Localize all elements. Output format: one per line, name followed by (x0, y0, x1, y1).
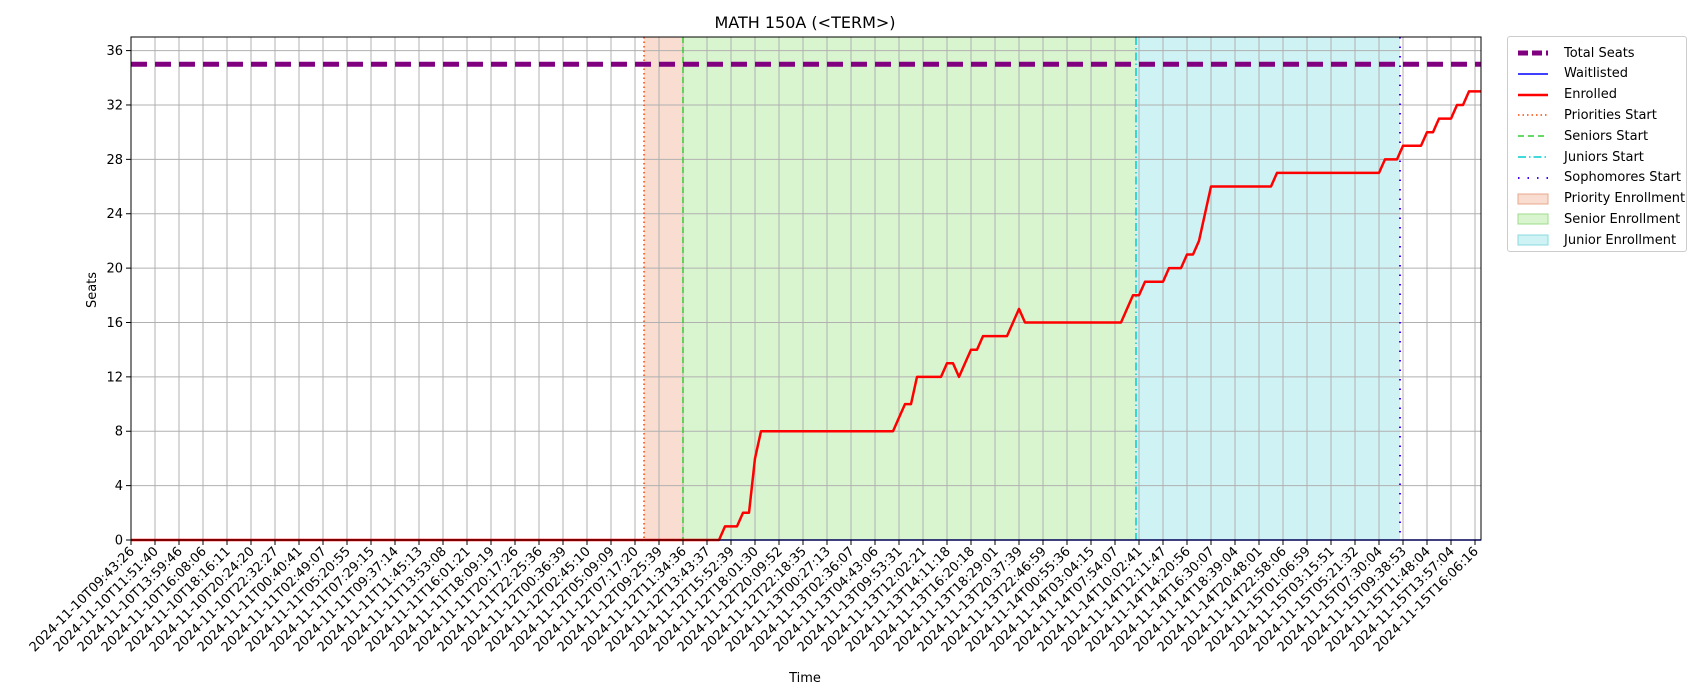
series-enrolled (131, 90, 1481, 542)
y-tick-label: 12 (106, 370, 123, 385)
enrollment-spans (644, 37, 1400, 540)
legend-label: Enrolled (1564, 87, 1617, 103)
legend-swatch (1517, 193, 1549, 205)
y-tick-label: 4 (115, 479, 123, 494)
legend-label: Priority Enrollment (1564, 191, 1686, 207)
legend-swatch (1517, 234, 1549, 246)
grid (130, 37, 1481, 541)
legend-swatch (1518, 73, 1548, 75)
plot-frame (130, 36, 1482, 541)
legend-item: Total Seats (1516, 43, 1686, 63)
legend-patch (1517, 213, 1549, 225)
legend-item: Sophomores Start (1516, 168, 1686, 188)
legend-item: Junior Enrollment (1516, 230, 1686, 250)
y-axis-label: Seats (85, 272, 100, 308)
legend-label: Sophomores Start (1564, 170, 1681, 186)
legend-item: Waitlisted (1516, 64, 1686, 84)
legend-item: Enrolled (1516, 85, 1686, 105)
legend-patch (1517, 234, 1549, 246)
span-senior-enrollment (683, 37, 1136, 540)
legend-swatch (1518, 114, 1548, 117)
y-tick-label: 32 (106, 98, 123, 113)
y-tick-label: 28 (106, 153, 123, 168)
y-tick-label: 24 (106, 207, 123, 222)
legend-label: Waitlisted (1564, 66, 1629, 82)
y-tick-label: 36 (106, 44, 123, 59)
y-tick-label: 0 (115, 534, 123, 549)
x-axis-label: Time (788, 671, 821, 686)
legend-swatch (1517, 213, 1549, 225)
legend-label: Seniors Start (1564, 128, 1649, 144)
legend-swatch (1518, 50, 1548, 56)
legend-swatch (1518, 156, 1548, 158)
chart-title: MATH 150A (<TERM>) (714, 13, 895, 32)
legend-label: Priorities Start (1564, 107, 1657, 123)
legend-item: Priority Enrollment (1516, 189, 1686, 209)
legend-label: Juniors Start (1564, 149, 1644, 165)
phase-lines (643, 37, 1401, 540)
legend-item: Seniors Start (1516, 126, 1686, 146)
legend-item: Senior Enrollment (1516, 209, 1686, 229)
legend: Total Seats Waitlisted Enrolled Priorities … (1507, 36, 1687, 252)
y-tick-label: 8 (115, 425, 123, 440)
y-tick-label: 16 (106, 316, 123, 331)
legend-patch (1517, 193, 1549, 205)
legend-swatch (1518, 135, 1548, 137)
legend-label: Total Seats (1564, 45, 1635, 61)
y-tick-label: 20 (106, 262, 123, 277)
legend-swatch (1518, 176, 1548, 179)
legend-item: Juniors Start (1516, 147, 1686, 167)
legend-label: Senior Enrollment (1564, 211, 1681, 227)
span-junior-enrollment (1136, 37, 1400, 540)
span-priority-enrollment (644, 37, 683, 540)
legend-item: Priorities Start (1516, 105, 1686, 125)
legend-label: Junior Enrollment (1564, 232, 1677, 248)
legend-swatch (1518, 93, 1548, 96)
